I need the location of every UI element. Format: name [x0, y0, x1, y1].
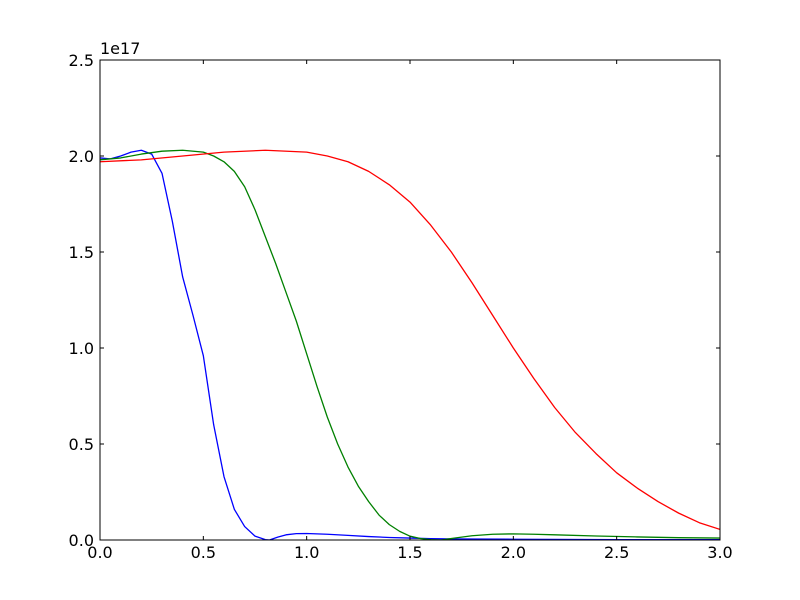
x-axis: 0.0 0.5 1.0 1.5 2.0 2.5 3.0 — [87, 60, 733, 562]
series-line-1 — [100, 149, 720, 540]
y-tick-label-0: 0.0 — [69, 531, 94, 550]
x-tick-label-1: 0.5 — [191, 543, 216, 562]
plot-area — [100, 149, 720, 540]
y-offset-label: 1e17 — [100, 39, 140, 58]
x-tick-label-3: 1.5 — [397, 543, 422, 562]
y-tick-label-2: 1.0 — [69, 339, 94, 358]
x-tick-label-6: 3.0 — [707, 543, 732, 562]
y-tick-label-1: 0.5 — [69, 435, 94, 454]
y-axis: 0.0 0.5 1.0 1.5 2.0 2.5 — [69, 51, 720, 550]
y-tick-label-5: 2.5 — [69, 51, 94, 70]
x-tick-label-0: 0.0 — [87, 543, 112, 562]
series-line-2 — [100, 149, 720, 531]
series-line-0 — [100, 149, 720, 540]
y-tick-label-4: 2.0 — [69, 147, 94, 166]
y-tick-label-3: 1.5 — [69, 243, 94, 262]
x-tick-label-4: 2.0 — [501, 543, 526, 562]
x-tick-label-2: 1.0 — [294, 543, 319, 562]
x-tick-label-5: 2.5 — [604, 543, 629, 562]
series-layer — [100, 149, 720, 540]
